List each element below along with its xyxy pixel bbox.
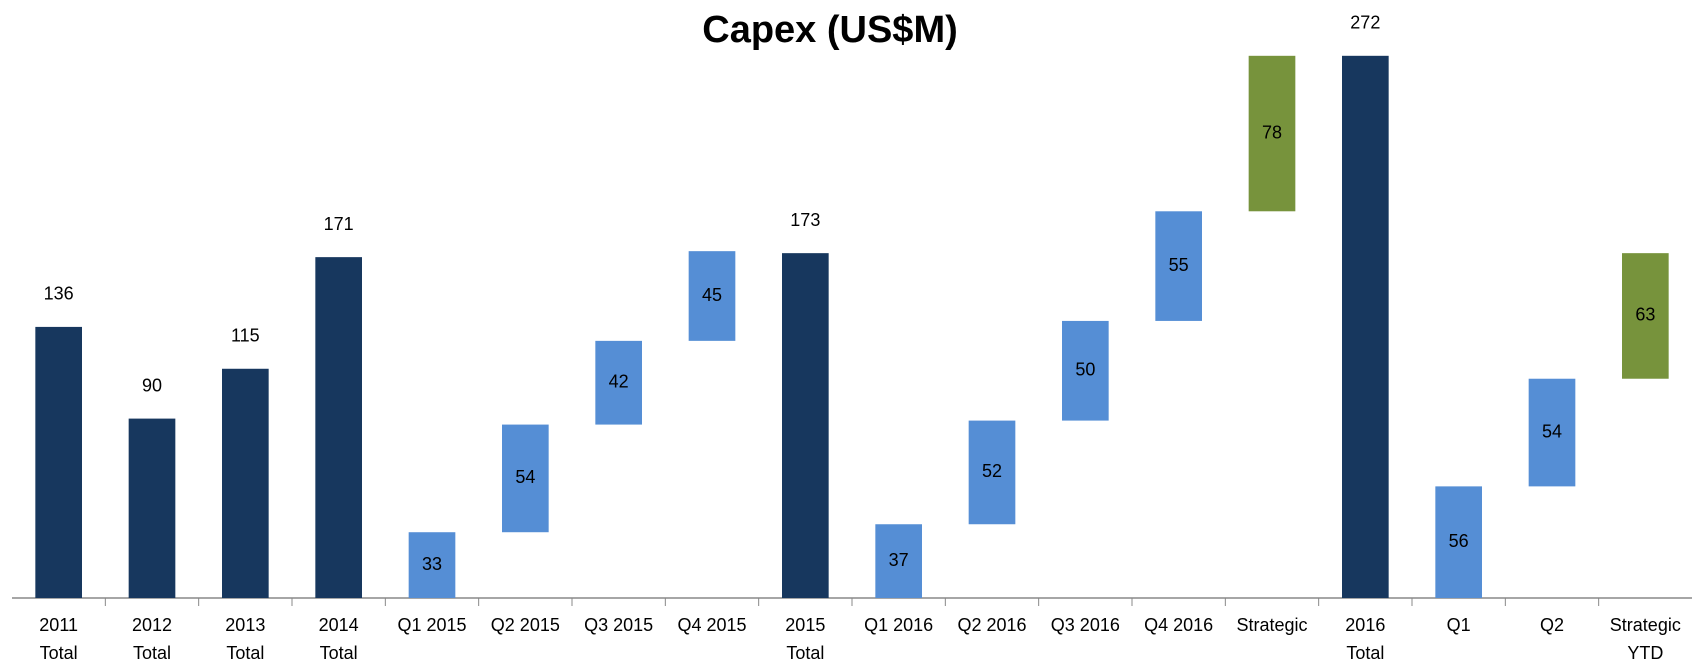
value-label: 52 — [982, 461, 1002, 481]
x-tick-label: Total — [40, 643, 78, 663]
bar — [128, 418, 176, 598]
value-label: 272 — [1350, 13, 1380, 33]
bar — [1155, 211, 1202, 321]
x-tick-label: Total — [320, 643, 358, 663]
bar — [688, 251, 736, 341]
x-tick-label: Q2 2015 — [491, 615, 560, 635]
x-tick-label: Q4 2016 — [1144, 615, 1213, 635]
value-label: 54 — [1542, 421, 1562, 441]
value-label: 45 — [702, 285, 722, 305]
x-tick-label: 2012 — [132, 615, 172, 635]
x-tick-label: 2014 — [319, 615, 359, 635]
x-tick-label: Q1 — [1447, 615, 1471, 635]
value-label: 37 — [889, 550, 909, 570]
value-label: 63 — [1635, 305, 1655, 325]
value-label: 50 — [1075, 360, 1095, 380]
bar — [968, 420, 1016, 525]
value-label: 171 — [324, 214, 354, 234]
value-label: 115 — [231, 326, 260, 346]
bar — [875, 524, 922, 598]
x-tick-label: Q2 — [1540, 615, 1564, 635]
bar — [222, 368, 269, 598]
x-tick-label: Strategic — [1236, 615, 1307, 635]
x-tick-label: 2013 — [225, 615, 265, 635]
x-tick-label: Q1 2016 — [864, 615, 933, 635]
bar — [1062, 320, 1109, 421]
x-tick-label: Total — [226, 643, 264, 663]
x-tick-label: Total — [1346, 643, 1384, 663]
value-label: 78 — [1262, 122, 1282, 142]
value-label: 90 — [142, 375, 162, 395]
value-label: 42 — [609, 371, 629, 391]
bar — [1342, 55, 1389, 598]
bar — [315, 257, 362, 598]
value-label: 173 — [790, 210, 820, 230]
x-tick-label: 2015 — [785, 615, 825, 635]
bar — [35, 326, 82, 598]
value-label: 55 — [1169, 255, 1189, 275]
x-tick-label: Q2 2016 — [957, 615, 1026, 635]
x-tick-label: Q3 2015 — [584, 615, 653, 635]
x-tick-label: Q4 2015 — [677, 615, 746, 635]
chart-title: Capex (US$M) — [702, 9, 958, 51]
x-tick-label: Q3 2016 — [1051, 615, 1120, 635]
x-tick-label: Q1 2015 — [397, 615, 466, 635]
bar — [595, 340, 642, 425]
bar — [1435, 486, 1482, 598]
x-tick-label: 2016 — [1345, 615, 1385, 635]
x-tick-label: Strategic — [1610, 615, 1681, 635]
value-label: 136 — [44, 284, 74, 304]
bar — [502, 424, 549, 533]
x-tick-label: 2011 — [39, 615, 78, 635]
bar — [782, 253, 829, 599]
x-tick-label: Total — [133, 643, 171, 663]
value-label: 33 — [422, 554, 442, 574]
x-tick-label: YTD — [1627, 643, 1663, 663]
value-label: 56 — [1449, 531, 1469, 551]
x-tick-label: Total — [786, 643, 824, 663]
bar — [1248, 55, 1296, 212]
bar — [1528, 378, 1576, 487]
value-label: 54 — [515, 467, 535, 487]
bar — [1622, 253, 1669, 379]
bar — [408, 532, 456, 598]
